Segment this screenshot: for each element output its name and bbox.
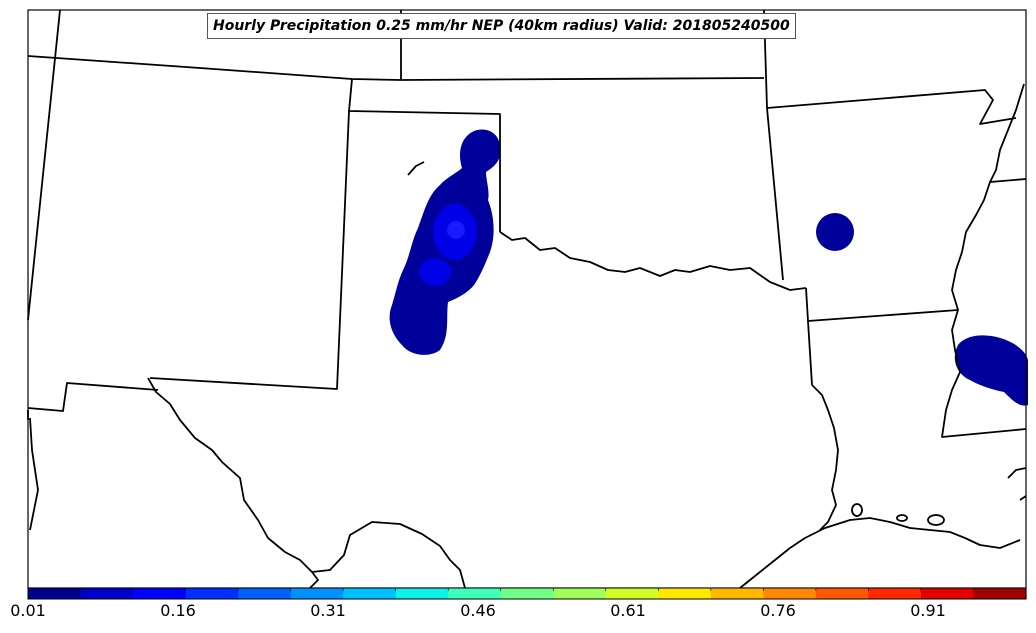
colorbar-frame xyxy=(27,587,1027,600)
colorbar-segment xyxy=(343,588,397,599)
colorbar-tick-label: 0.46 xyxy=(460,601,496,620)
colorbar-segment xyxy=(448,588,502,599)
colorbar-segment xyxy=(553,588,607,599)
precip-area-mississippi xyxy=(954,335,1028,406)
colorbar-segment xyxy=(763,588,817,599)
colorbar-segment xyxy=(395,588,449,599)
colorbar-segment xyxy=(290,588,344,599)
colorbar-tick-label: 0.01 xyxy=(10,601,46,620)
colorbar-segment xyxy=(185,588,239,599)
colorbar-segment xyxy=(80,588,134,599)
colorbar-segment xyxy=(238,588,292,599)
colorbar-segment xyxy=(133,588,187,599)
colorbar-tick-label: 0.61 xyxy=(610,601,646,620)
colorbar xyxy=(27,588,1027,599)
colorbar-segment xyxy=(815,588,870,599)
colorbar-segment xyxy=(710,588,764,599)
colorbar-tick-label: 0.76 xyxy=(760,601,796,620)
colorbar-tick-label: 0.91 xyxy=(910,601,946,620)
colorbar-segment xyxy=(973,588,1027,599)
colorbar-segment xyxy=(500,588,554,599)
precip-area-new-mexico xyxy=(389,129,501,355)
colorbar-segment xyxy=(658,588,712,599)
precip-area-arkansas xyxy=(816,213,854,251)
colorbar-tick-label: 0.31 xyxy=(310,601,346,620)
map-title: Hourly Precipitation 0.25 mm/hr NEP (40k… xyxy=(207,13,796,39)
colorbar-segment xyxy=(28,588,82,599)
colorbar-tick-label: 0.16 xyxy=(160,601,196,620)
colorbar-segment xyxy=(868,588,922,599)
colorbar-segment xyxy=(920,588,975,599)
colorbar-segment xyxy=(605,588,659,599)
